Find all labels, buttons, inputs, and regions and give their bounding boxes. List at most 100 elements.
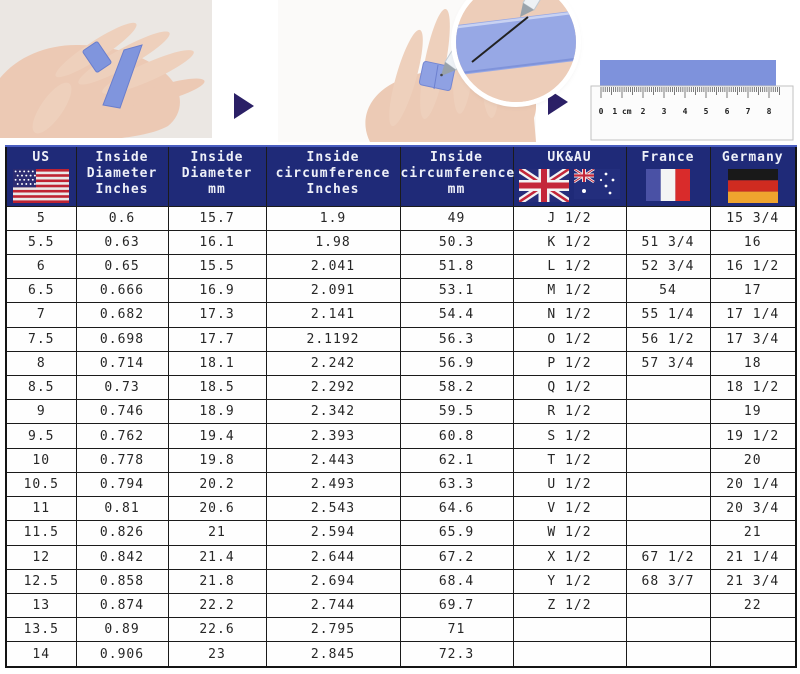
table-cell: 64.6 [399,496,514,522]
table-cell: 2.493 [265,471,401,498]
table-cell [625,520,711,546]
table-cell: M 1/2 [512,278,627,304]
table-cell: 0.6 [75,205,169,231]
ruler-label: 5 [704,107,709,116]
table-cell: 16.9 [167,278,267,304]
table-cell: 2.041 [265,253,401,280]
table-cell [625,496,711,522]
table-cell: V 1/2 [512,496,627,522]
table-cell: 51 3/4 [625,229,711,255]
col-header-us-label: US [32,150,51,165]
table-cell [709,617,797,643]
table-cell: 2.845 [265,641,401,668]
ring-size-table-body: 5 0.6 15.7 1.9 49 J 1/2 15 3/4 5.5 0.63 16.1 1.98 5… [5,205,797,668]
table-cell: W 1/2 [512,520,627,546]
table-cell: 0.906 [75,641,169,668]
col-header-ukau: UK&AU [512,145,627,207]
table-cell: T 1/2 [512,447,627,473]
ukau-flags [514,169,626,202]
table-cell: 0.89 [75,617,169,643]
table-row: 7.5 0.698 17.7 2.1192 56.3 O 1/2 56 1/2 17 3/4 [5,326,797,352]
table-cell: 2.543 [265,496,401,522]
table-cell: 18.5 [167,375,267,401]
table-cell: N 1/2 [512,302,627,328]
col-header-us: US [5,145,77,207]
table-cell: 0.778 [75,447,169,473]
table-row: 12 0.842 21.4 2.644 67.2 X 1/2 67 1/2 21 1/4 [5,544,797,570]
table-cell: 9 [5,399,77,425]
table-cell: 12.5 [5,568,77,595]
col-header-circumference-inches: Inside circumference Inches [265,145,401,207]
table-cell: Z 1/2 [512,592,627,619]
table-cell: 21 3/4 [709,568,797,595]
ruler [590,85,794,141]
header-line: mm [447,182,466,197]
table-cell: 0.666 [75,278,169,304]
header-line: Inside [306,150,360,165]
table-cell: 18.9 [167,399,267,425]
col-header-france: France [625,145,711,207]
table-cell: 55 1/4 [625,302,711,328]
table-cell: 2.744 [265,592,401,619]
ruler-numbers: 0 1 cm 2 3 4 5 6 7 8 [599,107,772,116]
table-cell: 17 3/4 [709,326,797,352]
table-cell: 2.594 [265,520,401,546]
table-row: 8.5 0.73 18.5 2.292 58.2 Q 1/2 18 1/2 [5,375,797,401]
col-header-france-label: France [641,150,695,165]
table-cell: 59.5 [399,399,514,425]
header-line: Inside [190,150,244,165]
us-flag-icon [13,169,70,203]
table-cell: 54.4 [399,302,514,328]
ruler-label: 2 [641,107,646,116]
step-arrow-icon [234,93,254,119]
paper-strip-loose [102,44,143,109]
table-cell: 20.6 [167,496,267,522]
strip-closeup-inset [456,0,576,102]
table-row: 9.5 0.762 19.4 2.393 60.8 S 1/2 19 1/2 [5,423,797,449]
table-cell: 49 [399,205,514,231]
table-cell: 58.2 [399,375,514,401]
table-cell: 0.874 [75,592,169,619]
col-header-germany-label: Germany [721,150,784,165]
table-cell: J 1/2 [512,205,627,231]
table-row: 14 0.906 23 2.845 72.3 [5,641,797,668]
table-cell: 10 [5,447,77,473]
table-row: 12.5 0.858 21.8 2.694 68.4 Y 1/2 68 3/7 21 3/4 [5,568,797,595]
table-cell: 0.842 [75,544,169,570]
table-cell: 18 [709,350,797,377]
table-cell: 57 3/4 [625,350,711,377]
table-cell: 2.091 [265,278,401,304]
table-cell: 20 1/4 [709,471,797,498]
table-cell: 2.393 [265,423,401,449]
table-cell: 56.9 [399,350,514,377]
table-cell: Y 1/2 [512,568,627,595]
table-cell: 16 1/2 [709,253,797,280]
table-cell: 21.8 [167,568,267,595]
header-line: Diameter [181,166,253,181]
header-line: Inside [95,150,149,165]
germany-flag-icon [727,169,778,203]
table-cell [625,205,711,231]
table-row: 6 0.65 15.5 2.041 51.8 L 1/2 52 3/4 16 1/2 [5,253,797,280]
table-cell: 52 3/4 [625,253,711,280]
paper-strip-wrapped [82,41,112,73]
table-cell: 22.2 [167,592,267,619]
table-cell: 2.292 [265,375,401,401]
table-cell: 60.8 [399,423,514,449]
table-cell: 12 [5,544,77,570]
col-header-ukau-label: UK&AU [547,150,592,165]
table-cell: 0.714 [75,350,169,377]
table-cell: 6 [5,253,77,280]
table-cell: 11.5 [5,520,77,546]
table-cell: 5 [5,205,77,231]
table-cell: 68.4 [399,568,514,595]
table-row: 11.5 0.826 21 2.594 65.9 W 1/2 21 [5,520,797,546]
table-cell [625,617,711,643]
table-cell: 62.1 [399,447,514,473]
table-cell: 67 1/2 [625,544,711,570]
table-cell: 0.81 [75,496,169,522]
table-cell [625,471,711,498]
table-cell: 20 [709,447,797,473]
table-row: 13.5 0.89 22.6 2.795 71 [5,617,797,643]
table-cell [625,592,711,619]
